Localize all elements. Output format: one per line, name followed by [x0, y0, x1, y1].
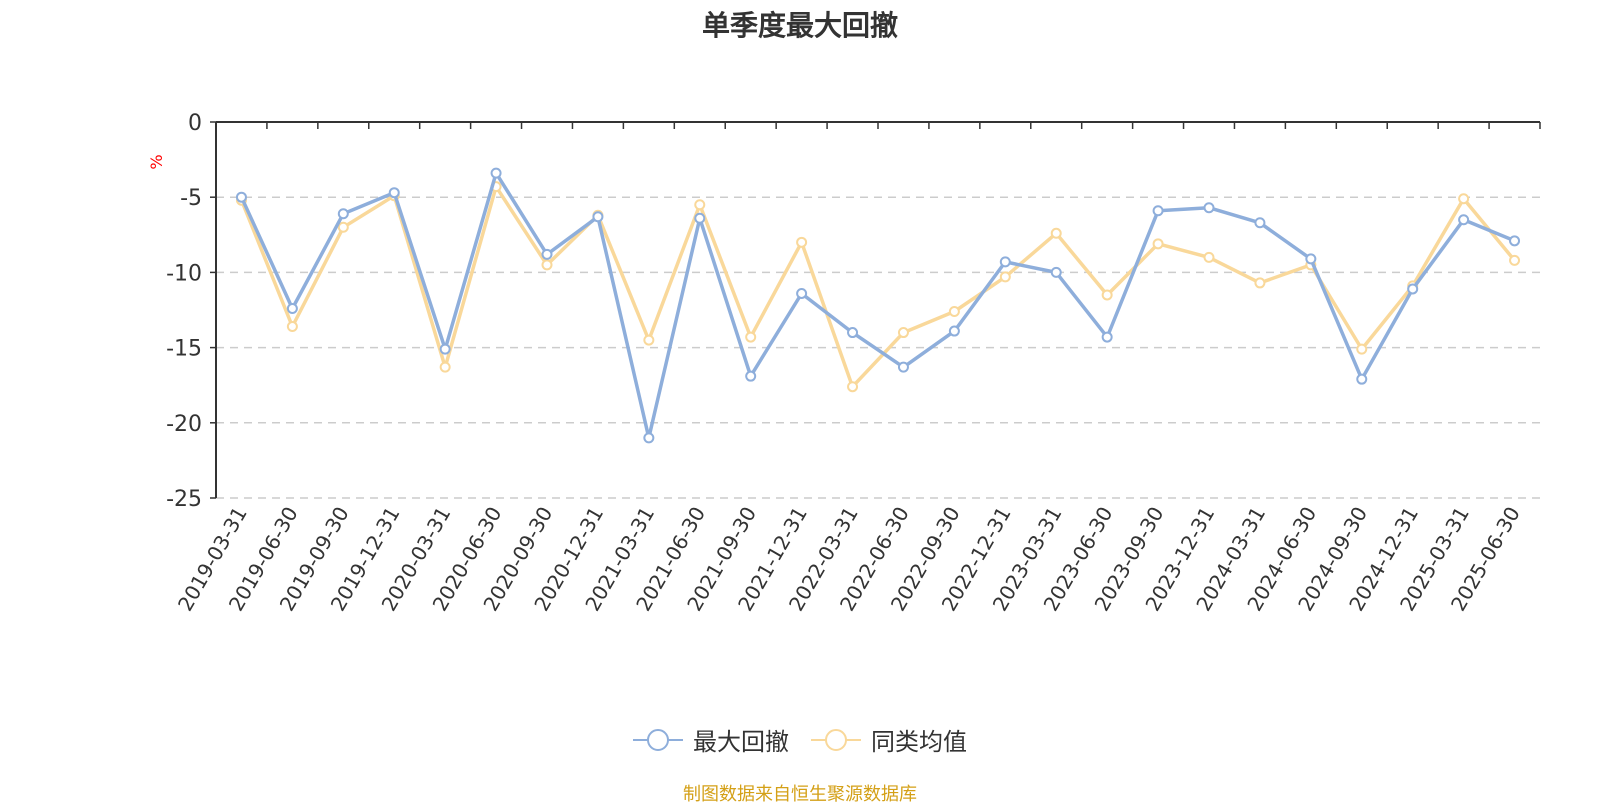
series [235, 167, 1521, 444]
data-point-2 [1152, 238, 1164, 250]
data-point-2 [745, 331, 757, 343]
data-point-1 [1101, 331, 1113, 343]
legend-item-series-1[interactable]: 最大回撤 [633, 722, 789, 757]
data-point-1 [1356, 373, 1368, 385]
series-line-2 [239, 184, 1516, 389]
source-note: 制图数据来自恒生聚源数据库 [683, 784, 917, 805]
data-point-2 [694, 199, 706, 211]
data-point-1 [1509, 235, 1521, 247]
series-line-1 [239, 171, 1516, 440]
data-point-2 [1254, 277, 1266, 289]
legend-swatch-series-2 [811, 728, 861, 751]
data-point-1 [1305, 253, 1317, 265]
data-point-1 [897, 361, 909, 373]
data-point-1 [490, 167, 502, 179]
legend-item-series-2[interactable]: 同类均值 [811, 722, 967, 757]
data-point-1 [286, 302, 298, 314]
data-point-1 [948, 325, 960, 337]
data-point-2 [643, 334, 655, 346]
data-point-1 [796, 287, 808, 299]
y-tick-label: -15 [166, 337, 202, 362]
data-point-1 [999, 256, 1011, 268]
data-point-1 [1407, 283, 1419, 295]
legend: 最大回撤 同类均值 [0, 722, 1600, 757]
data-point-2 [847, 381, 859, 393]
data-point-2 [999, 271, 1011, 283]
y-tick-label: -10 [166, 261, 202, 286]
data-point-1 [1152, 205, 1164, 217]
data-point-2 [1050, 227, 1062, 239]
data-point-1 [1254, 217, 1266, 229]
data-point-1 [541, 248, 553, 260]
series-2 [235, 181, 1521, 393]
series-1 [235, 167, 1521, 444]
data-point-1 [847, 327, 859, 339]
legend-label-series-1: 最大回撤 [693, 728, 789, 756]
data-point-2 [541, 259, 553, 271]
data-point-1 [235, 191, 247, 203]
data-point-1 [592, 211, 604, 223]
data-point-2 [1509, 254, 1521, 266]
data-point-2 [337, 221, 349, 233]
legend-swatch-series-1 [633, 728, 683, 751]
data-point-1 [1458, 214, 1470, 226]
chart-title: 单季度最大回撤 [701, 9, 898, 42]
data-point-2 [1458, 193, 1470, 205]
data-point-2 [948, 306, 960, 318]
y-tick-label: -5 [180, 186, 202, 211]
data-point-2 [439, 361, 451, 373]
data-point-2 [1356, 343, 1368, 355]
data-point-2 [1203, 251, 1215, 263]
data-point-1 [439, 343, 451, 355]
data-point-1 [1050, 266, 1062, 278]
y-tick-label: -25 [166, 487, 202, 512]
data-point-1 [337, 208, 349, 220]
y-axis-unit-label: % [147, 154, 166, 169]
grid-lines [216, 196, 1540, 499]
data-point-2 [1101, 289, 1113, 301]
data-point-1 [694, 212, 706, 224]
data-point-1 [745, 370, 757, 382]
data-point-2 [286, 321, 298, 333]
data-point-2 [897, 327, 909, 339]
data-point-1 [643, 432, 655, 444]
y-tick-label: -20 [166, 412, 202, 437]
data-point-1 [388, 187, 400, 199]
legend-label-series-2: 同类均值 [871, 728, 967, 756]
data-point-2 [796, 236, 808, 248]
data-point-1 [1203, 202, 1215, 214]
y-tick-label: 0 [188, 111, 202, 136]
